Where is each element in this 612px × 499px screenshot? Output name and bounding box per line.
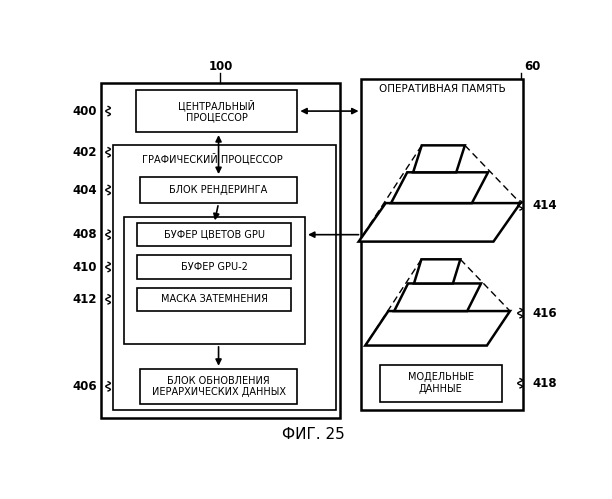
Polygon shape xyxy=(414,259,460,283)
Bar xyxy=(137,288,291,311)
Bar xyxy=(140,177,297,203)
Text: БУФЕР GPU-2: БУФЕР GPU-2 xyxy=(181,262,248,272)
Text: 410: 410 xyxy=(73,260,97,273)
Text: 412: 412 xyxy=(73,293,97,306)
Bar xyxy=(137,255,291,278)
Text: 416: 416 xyxy=(532,307,557,320)
Bar xyxy=(362,79,523,410)
Bar xyxy=(137,223,291,246)
Text: МАСКА ЗАТЕМНЕНИЯ: МАСКА ЗАТЕМНЕНИЯ xyxy=(161,294,268,304)
Polygon shape xyxy=(413,145,465,172)
Text: БУФЕР ЦВЕТОВ GPU: БУФЕР ЦВЕТОВ GPU xyxy=(164,230,265,240)
Bar xyxy=(136,90,297,132)
Bar xyxy=(380,365,501,402)
Text: ГРАФИЧЕСКИЙ ПРОЦЕССОР: ГРАФИЧЕСКИЙ ПРОЦЕССОР xyxy=(143,152,283,164)
Text: 414: 414 xyxy=(532,199,557,212)
Text: ОПЕРАТИВНАЯ ПАМЯТЬ: ОПЕРАТИВНАЯ ПАМЯТЬ xyxy=(379,84,506,94)
Bar xyxy=(124,217,305,344)
Polygon shape xyxy=(394,283,481,311)
Bar xyxy=(140,369,297,404)
Text: 418: 418 xyxy=(532,377,557,390)
Text: 402: 402 xyxy=(73,146,97,159)
Bar xyxy=(113,145,336,410)
Text: МОДЕЛЬНЫЕ
ДАННЫЕ: МОДЕЛЬНЫЕ ДАННЫЕ xyxy=(408,372,474,394)
Text: 100: 100 xyxy=(208,60,233,73)
Text: ЦЕНТРАЛЬНЫЙ
ПРОЦЕССОР: ЦЕНТРАЛЬНЫЙ ПРОЦЕССОР xyxy=(178,99,255,123)
Polygon shape xyxy=(365,311,510,345)
Text: ФИГ. 25: ФИГ. 25 xyxy=(282,427,345,443)
Text: БЛОК РЕНДЕРИНГА: БЛОК РЕНДЕРИНГА xyxy=(170,185,267,195)
Text: 404: 404 xyxy=(73,184,97,197)
Text: 406: 406 xyxy=(73,380,97,393)
Polygon shape xyxy=(391,172,488,203)
Text: 408: 408 xyxy=(73,228,97,241)
Text: 60: 60 xyxy=(524,60,540,73)
Text: БЛОК ОБНОВЛЕНИЯ
ИЕРАРХИЧЕСКИХ ДАННЫХ: БЛОК ОБНОВЛЕНИЯ ИЕРАРХИЧЕСКИХ ДАННЫХ xyxy=(152,376,286,397)
Bar xyxy=(101,83,340,418)
Text: 400: 400 xyxy=(73,105,97,118)
Polygon shape xyxy=(359,203,520,242)
